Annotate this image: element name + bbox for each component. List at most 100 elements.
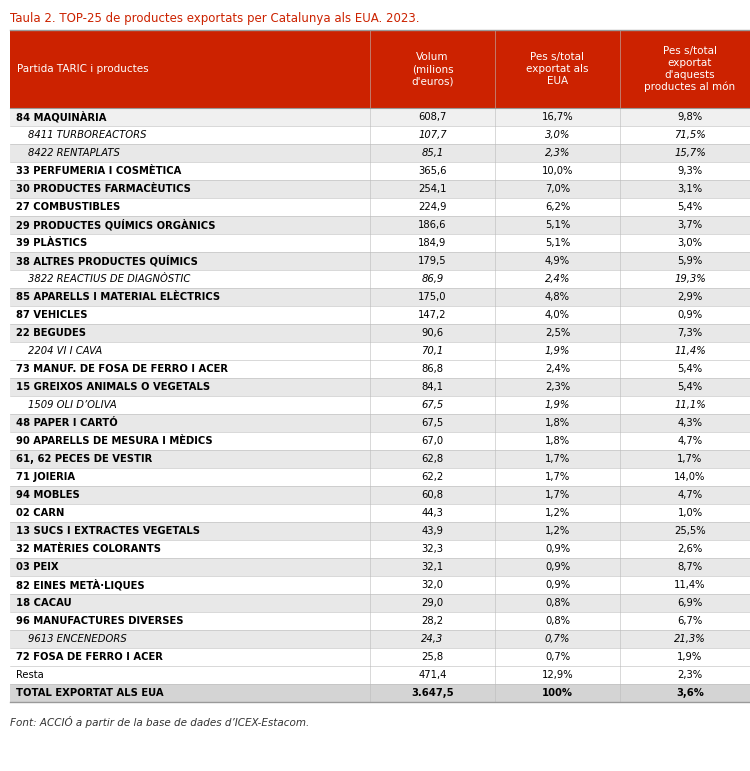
Bar [10,486,750,504]
Text: 3822 REACTIUS DE DIAGNÒSTIC: 3822 REACTIUS DE DIAGNÒSTIC [28,274,190,284]
Text: 1,9%: 1,9% [544,400,570,410]
Bar [10,30,750,108]
Text: 27 COMBUSTIBLES: 27 COMBUSTIBLES [16,202,120,212]
Text: 15 GREIXOS ANIMALS O VEGETALS: 15 GREIXOS ANIMALS O VEGETALS [16,382,210,392]
Text: 608,7: 608,7 [419,112,447,122]
Text: Pes s/total
exportat
d'aquests
productes al món: Pes s/total exportat d'aquests productes… [644,45,736,93]
Text: 62,8: 62,8 [422,454,443,464]
Text: 2,3%: 2,3% [677,670,703,680]
Bar [10,666,750,684]
Bar [10,630,750,648]
Text: 0,7%: 0,7% [545,652,570,662]
Text: 13 SUCS I EXTRACTES VEGETALS: 13 SUCS I EXTRACTES VEGETALS [16,526,200,536]
Text: 6,2%: 6,2% [544,202,570,212]
Text: 11,4%: 11,4% [674,580,706,590]
Text: 3,0%: 3,0% [677,238,703,248]
Text: 3,1%: 3,1% [677,184,703,194]
Text: Partida TARIC i productes: Partida TARIC i productes [17,64,148,74]
Bar [10,306,750,324]
Text: 186,6: 186,6 [419,220,447,230]
Text: 90,6: 90,6 [422,328,443,338]
Bar [10,594,750,612]
Bar [10,234,750,252]
Text: 100%: 100% [542,688,573,698]
Text: 4,7%: 4,7% [677,436,703,446]
Text: 184,9: 184,9 [419,238,447,248]
Text: 1,7%: 1,7% [544,472,570,482]
Bar [10,342,750,360]
Text: 1,7%: 1,7% [544,454,570,464]
Text: 1,0%: 1,0% [677,508,703,518]
Bar [10,162,750,180]
Text: 4,8%: 4,8% [545,292,570,302]
Text: 5,4%: 5,4% [677,202,703,212]
Text: 1509 OLI D’OLIVA: 1509 OLI D’OLIVA [28,400,117,410]
Bar [10,324,750,342]
Text: 4,9%: 4,9% [545,256,570,266]
Bar [10,576,750,594]
Text: 1,9%: 1,9% [677,652,703,662]
Text: 9613 ENCENEDORS: 9613 ENCENEDORS [28,634,127,644]
Text: 5,9%: 5,9% [677,256,703,266]
Bar [10,558,750,576]
Text: 6,9%: 6,9% [677,598,703,608]
Bar [10,612,750,630]
Text: 2,9%: 2,9% [677,292,703,302]
Text: 15,7%: 15,7% [674,148,706,158]
Text: 1,2%: 1,2% [544,508,570,518]
Text: 12,9%: 12,9% [542,670,573,680]
Text: 18 CACAU: 18 CACAU [16,598,72,608]
Text: 67,5: 67,5 [422,418,444,428]
Bar [10,684,750,702]
Text: 1,2%: 1,2% [544,526,570,536]
Text: 32,1: 32,1 [422,562,443,572]
Text: 9,8%: 9,8% [677,112,703,122]
Text: 48 PAPER I CARTÓ: 48 PAPER I CARTÓ [16,418,118,428]
Bar [10,216,750,234]
Text: 11,1%: 11,1% [674,400,706,410]
Text: 19,3%: 19,3% [674,274,706,284]
Text: 8,7%: 8,7% [677,562,703,572]
Text: 0,9%: 0,9% [545,562,570,572]
Text: 9,3%: 9,3% [677,166,703,176]
Text: 32,3: 32,3 [422,544,443,554]
Text: 179,5: 179,5 [419,256,447,266]
Bar [10,414,750,432]
Text: 38 ALTRES PRODUCTES QUÍMICS: 38 ALTRES PRODUCTES QUÍMICS [16,255,198,267]
Text: 30 PRODUCTES FARMACÈUTICS: 30 PRODUCTES FARMACÈUTICS [16,184,190,194]
Text: 32 MATÈRIES COLORANTS: 32 MATÈRIES COLORANTS [16,544,161,554]
Text: 25,8: 25,8 [422,652,443,662]
Text: 2,3%: 2,3% [544,148,570,158]
Text: 73 MANUF. DE FOSA DE FERRO I ACER: 73 MANUF. DE FOSA DE FERRO I ACER [16,364,228,374]
Text: 71 JOIERIA: 71 JOIERIA [16,472,75,482]
Text: 85,1: 85,1 [422,148,444,158]
Text: 2204 VI I CAVA: 2204 VI I CAVA [28,346,102,356]
Text: 0,8%: 0,8% [545,598,570,608]
Text: 6,7%: 6,7% [677,616,703,626]
Text: 0,9%: 0,9% [545,580,570,590]
Text: 94 MOBLES: 94 MOBLES [16,490,80,500]
Text: 25,5%: 25,5% [674,526,706,536]
Text: 72 FOSA DE FERRO I ACER: 72 FOSA DE FERRO I ACER [16,652,163,662]
Text: 0,9%: 0,9% [677,310,703,320]
Text: Font: ACCIÓ a partir de la base de dades d’ICEX-Estacom.: Font: ACCIÓ a partir de la base de dades… [10,716,309,728]
Text: 29 PRODUCTES QUÍMICS ORGÀNICS: 29 PRODUCTES QUÍMICS ORGÀNICS [16,219,215,231]
Text: Resta: Resta [16,670,44,680]
Text: 10,0%: 10,0% [542,166,573,176]
Text: TOTAL EXPORTAT ALS EUA: TOTAL EXPORTAT ALS EUA [16,688,164,698]
Bar [10,648,750,666]
Text: 254,1: 254,1 [419,184,447,194]
Text: 96 MANUFACTURES DIVERSES: 96 MANUFACTURES DIVERSES [16,616,184,626]
Text: 0,8%: 0,8% [545,616,570,626]
Text: 175,0: 175,0 [419,292,447,302]
Text: 2,3%: 2,3% [545,382,570,392]
Text: 16,7%: 16,7% [542,112,573,122]
Text: Volum
(milions
d'euros): Volum (milions d'euros) [411,52,454,86]
Text: 3,7%: 3,7% [677,220,703,230]
Text: 24,3: 24,3 [422,634,444,644]
Text: 84,1: 84,1 [422,382,443,392]
Text: 84 MAQUINÀRIA: 84 MAQUINÀRIA [16,111,106,123]
Text: 8411 TURBOREACTORS: 8411 TURBOREACTORS [28,130,146,140]
Text: 224,9: 224,9 [419,202,447,212]
Bar [10,450,750,468]
